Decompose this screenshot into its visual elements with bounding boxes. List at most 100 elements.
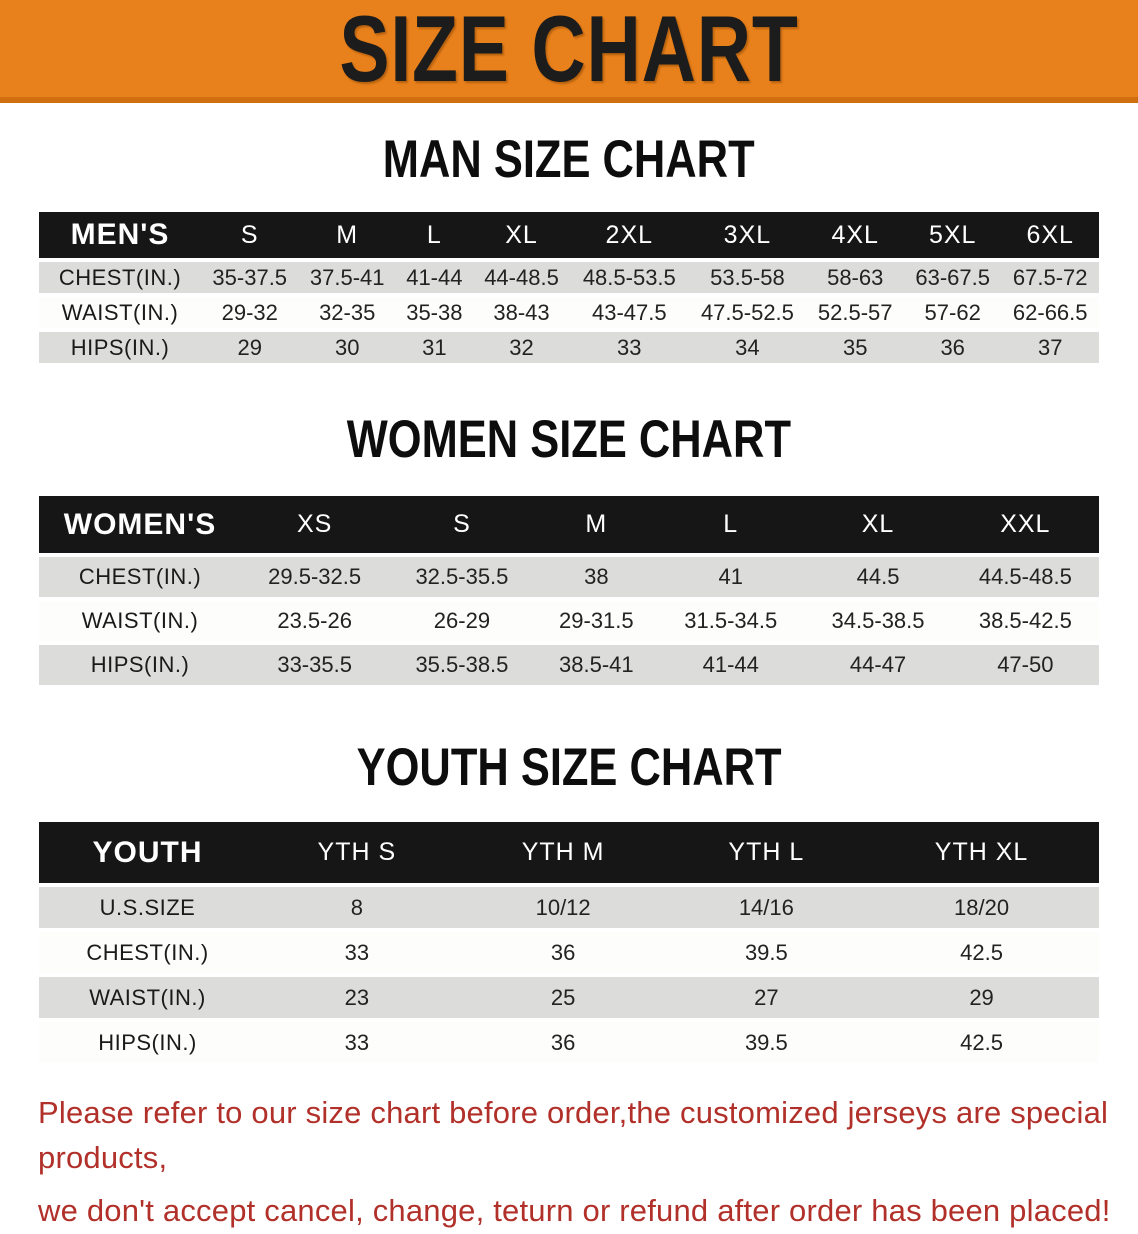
table-row: U.S.SIZE 8 10/12 14/16 18/20 bbox=[39, 887, 1099, 932]
table-row: HIPS(IN.) 33-35.5 35.5-38.5 38.5-41 41-44 44-… bbox=[39, 645, 1099, 689]
size-column-header: XXL bbox=[951, 496, 1099, 557]
size-value: 36 bbox=[903, 332, 1002, 367]
size-value: 33 bbox=[570, 332, 689, 367]
size-value: 62-66.5 bbox=[1001, 297, 1099, 332]
size-value: 26-29 bbox=[388, 601, 536, 645]
size-column-header: 2XL bbox=[570, 212, 689, 262]
table-row: CHEST(IN.) 35-37.5 37.5-41 41-44 44-48.5 48.5… bbox=[39, 262, 1099, 297]
size-column-header: M bbox=[535, 496, 658, 557]
size-value: 32 bbox=[472, 332, 571, 367]
disclaimer: Please refer to our size chart before or… bbox=[38, 1091, 1138, 1234]
size-value: 32-35 bbox=[298, 297, 396, 332]
row-label: CHEST(IN.) bbox=[39, 557, 241, 601]
table-header-row: WOMEN'S XS S M L XL XXL bbox=[39, 496, 1099, 557]
table-header-row: MEN'S S M L XL 2XL 3XL 4XL 5XL 6XL bbox=[39, 212, 1099, 262]
banner: SIZE CHART bbox=[0, 0, 1138, 103]
size-value: 44-48.5 bbox=[472, 262, 571, 297]
size-value: 42.5 bbox=[864, 1022, 1099, 1067]
table-row: CHEST(IN.) 29.5-32.5 32.5-35.5 38 41 44.5 44.5… bbox=[39, 557, 1099, 601]
row-label: HIPS(IN.) bbox=[39, 332, 201, 367]
table-row: WAIST(IN.) 23 25 27 29 bbox=[39, 977, 1099, 1022]
section-title: MAN SIZE CHART bbox=[0, 103, 1138, 212]
size-value: 44.5-48.5 bbox=[951, 557, 1099, 601]
row-label: HIPS(IN.) bbox=[39, 1022, 256, 1067]
size-value: 38.5-42.5 bbox=[951, 601, 1099, 645]
youth-size-section: YOUTH SIZE CHART YOUTH YTH S YTH M YTH L YTH … bbox=[0, 689, 1138, 1067]
size-value: 30 bbox=[298, 332, 396, 367]
size-value: 53.5-58 bbox=[688, 262, 807, 297]
size-value: 43-47.5 bbox=[570, 297, 689, 332]
row-label: WAIST(IN.) bbox=[39, 601, 241, 645]
size-column-header: 6XL bbox=[1001, 212, 1099, 262]
size-value: 67.5-72 bbox=[1001, 262, 1099, 297]
size-value: 31.5-34.5 bbox=[657, 601, 805, 645]
row-label: WAIST(IN.) bbox=[39, 977, 256, 1022]
size-value: 42.5 bbox=[864, 932, 1099, 977]
size-value: 8 bbox=[256, 887, 458, 932]
size-column-header: XS bbox=[241, 496, 389, 557]
table-row: WAIST(IN.) 29-32 32-35 35-38 38-43 43-47.5 47.… bbox=[39, 297, 1099, 332]
size-column-header: YTH M bbox=[457, 822, 669, 887]
page-title: SIZE CHART bbox=[339, 0, 799, 101]
size-column-header: 5XL bbox=[903, 212, 1002, 262]
size-column-header: XL bbox=[804, 496, 952, 557]
size-value: 63-67.5 bbox=[903, 262, 1002, 297]
size-value: 25 bbox=[457, 977, 669, 1022]
size-value: 36 bbox=[457, 1022, 669, 1067]
group-label: MEN'S bbox=[39, 212, 201, 262]
size-value: 29-31.5 bbox=[535, 601, 658, 645]
size-value: 39.5 bbox=[668, 932, 865, 977]
youth-size-table: YOUTH YTH S YTH M YTH L YTH XL U.S.SIZE 8 10/12… bbox=[39, 822, 1099, 1067]
size-value: 37 bbox=[1001, 332, 1099, 367]
size-value: 41-44 bbox=[657, 645, 805, 689]
size-value: 41-44 bbox=[395, 262, 473, 297]
size-chart-content: MAN SIZE CHART MEN'S S M L XL 2XL 3XL 4XL 5XL 6XL C… bbox=[0, 103, 1138, 1234]
row-label: WAIST(IN.) bbox=[39, 297, 201, 332]
size-column-header: 4XL bbox=[806, 212, 904, 262]
size-value: 33 bbox=[256, 932, 458, 977]
size-value: 23.5-26 bbox=[241, 601, 389, 645]
size-value: 31 bbox=[395, 332, 473, 367]
womens-size-table: WOMEN'S XS S M L XL XXL CHEST(IN.) 29.5-32.5 32.5… bbox=[39, 496, 1099, 689]
size-value: 32.5-35.5 bbox=[388, 557, 536, 601]
size-value: 29 bbox=[864, 977, 1099, 1022]
size-value: 34 bbox=[688, 332, 807, 367]
row-label: U.S.SIZE bbox=[39, 887, 256, 932]
size-column-header: S bbox=[201, 212, 299, 262]
size-value: 35.5-38.5 bbox=[388, 645, 536, 689]
mens-size-section: MAN SIZE CHART MEN'S S M L XL 2XL 3XL 4XL 5XL 6XL C… bbox=[0, 103, 1138, 367]
size-value: 27 bbox=[668, 977, 865, 1022]
size-value: 14/16 bbox=[668, 887, 865, 932]
size-column-header: YTH L bbox=[668, 822, 865, 887]
size-column-header: M bbox=[298, 212, 396, 262]
table-row: WAIST(IN.) 23.5-26 26-29 29-31.5 31.5-34.5 34… bbox=[39, 601, 1099, 645]
size-column-header: YTH XL bbox=[864, 822, 1099, 887]
size-column-header: S bbox=[388, 496, 536, 557]
size-value: 35 bbox=[806, 332, 904, 367]
size-value: 52.5-57 bbox=[806, 297, 904, 332]
size-value: 35-38 bbox=[395, 297, 473, 332]
size-value: 47-50 bbox=[951, 645, 1099, 689]
size-column-header: YTH S bbox=[256, 822, 458, 887]
size-column-header: L bbox=[657, 496, 805, 557]
size-value: 37.5-41 bbox=[298, 262, 396, 297]
size-value: 33 bbox=[256, 1022, 458, 1067]
size-value: 44.5 bbox=[804, 557, 952, 601]
size-value: 35-37.5 bbox=[201, 262, 299, 297]
table-row: CHEST(IN.) 33 36 39.5 42.5 bbox=[39, 932, 1099, 977]
size-value: 36 bbox=[457, 932, 669, 977]
table-row: HIPS(IN.) 33 36 39.5 42.5 bbox=[39, 1022, 1099, 1067]
size-value: 41 bbox=[657, 557, 805, 601]
group-label: YOUTH bbox=[39, 822, 256, 887]
size-value: 29.5-32.5 bbox=[241, 557, 389, 601]
size-value: 38-43 bbox=[472, 297, 571, 332]
row-label: HIPS(IN.) bbox=[39, 645, 241, 689]
section-title-text: WOMEN SIZE CHART bbox=[346, 410, 792, 469]
section-title: WOMEN SIZE CHART bbox=[0, 367, 1138, 496]
row-label: CHEST(IN.) bbox=[39, 262, 201, 297]
section-title-text: MAN SIZE CHART bbox=[383, 130, 755, 189]
table-row: HIPS(IN.) 29 30 31 32 33 34 35 36 37 bbox=[39, 332, 1099, 367]
section-title: YOUTH SIZE CHART bbox=[0, 689, 1138, 822]
group-label: WOMEN'S bbox=[39, 496, 241, 557]
size-column-header: XL bbox=[472, 212, 571, 262]
